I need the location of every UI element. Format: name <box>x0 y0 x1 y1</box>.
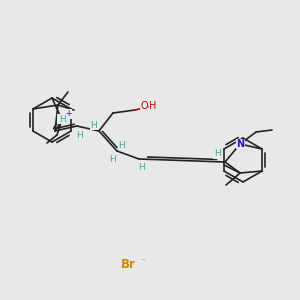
Text: H: H <box>110 154 116 164</box>
Text: H: H <box>76 130 83 140</box>
Text: H: H <box>118 140 125 149</box>
Text: H: H <box>149 101 157 111</box>
Text: H: H <box>91 121 97 130</box>
Text: H: H <box>139 163 145 172</box>
Text: Br: Br <box>121 259 135 272</box>
Text: +: + <box>65 110 71 118</box>
Text: H: H <box>60 115 66 124</box>
Text: O: O <box>140 101 148 111</box>
Text: N: N <box>58 114 66 124</box>
Text: N: N <box>236 139 244 149</box>
Text: H: H <box>214 149 220 158</box>
Text: ⁻: ⁻ <box>140 257 146 267</box>
